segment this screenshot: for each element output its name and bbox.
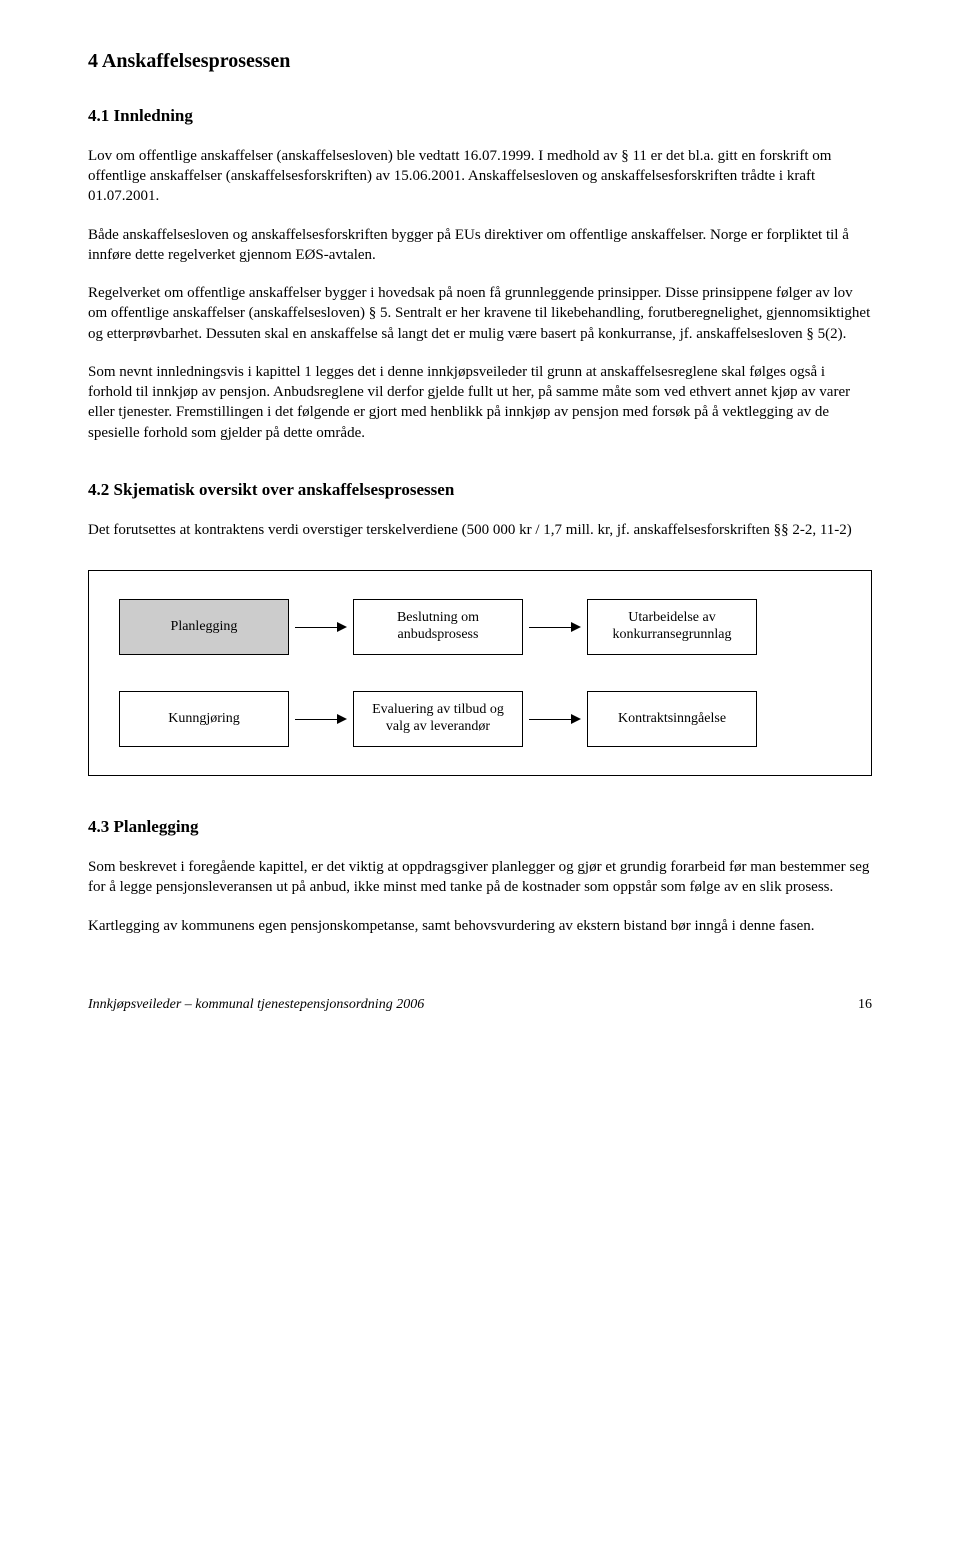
paragraph: Som beskrevet i foregående kapittel, er … xyxy=(88,857,872,898)
flow-node-kunngjoring: Kunngjøring xyxy=(119,691,289,747)
chapter-title: 4 Anskaffelsesprosessen xyxy=(88,48,872,75)
flow-node-kontrakt: Kontraktsinngåelse xyxy=(587,691,757,747)
paragraph: Lov om offentlige anskaffelser (anskaffe… xyxy=(88,146,872,207)
flow-node-planlegging: Planlegging xyxy=(119,599,289,655)
paragraph: Det forutsettes at kontraktens verdi ove… xyxy=(88,520,872,540)
flowchart-container: Planlegging Beslutning om anbudsprosess … xyxy=(88,570,872,776)
paragraph: Som nevnt innledningsvis i kapittel 1 le… xyxy=(88,362,872,443)
flow-row-1: Planlegging Beslutning om anbudsprosess … xyxy=(119,599,841,655)
flow-row-2: Kunngjøring Evaluering av tilbud og valg… xyxy=(119,691,841,747)
page-number: 16 xyxy=(858,996,872,1015)
section-4-3-title: 4.3 Planlegging xyxy=(88,816,872,839)
footer-text: Innkjøpsveileder – kommunal tjenestepens… xyxy=(88,996,424,1015)
arrow-right-icon xyxy=(529,713,581,725)
flow-node-utarbeidelse: Utarbeidelse av konkurransegrunnlag xyxy=(587,599,757,655)
flow-node-beslutning: Beslutning om anbudsprosess xyxy=(353,599,523,655)
section-4-2-title: 4.2 Skjematisk oversikt over anskaffelse… xyxy=(88,479,872,502)
paragraph: Både anskaffelsesloven og anskaffelsesfo… xyxy=(88,225,872,266)
paragraph: Regelverket om offentlige anskaffelser b… xyxy=(88,283,872,344)
arrow-right-icon xyxy=(529,621,581,633)
arrow-right-icon xyxy=(295,713,347,725)
paragraph: Kartlegging av kommunens egen pensjonsko… xyxy=(88,916,872,936)
flowchart: Planlegging Beslutning om anbudsprosess … xyxy=(88,570,872,776)
page-footer: Innkjøpsveileder – kommunal tjenestepens… xyxy=(88,996,872,1015)
arrow-right-icon xyxy=(295,621,347,633)
flow-node-evaluering: Evaluering av tilbud og valg av leverand… xyxy=(353,691,523,747)
section-4-1-title: 4.1 Innledning xyxy=(88,105,872,128)
